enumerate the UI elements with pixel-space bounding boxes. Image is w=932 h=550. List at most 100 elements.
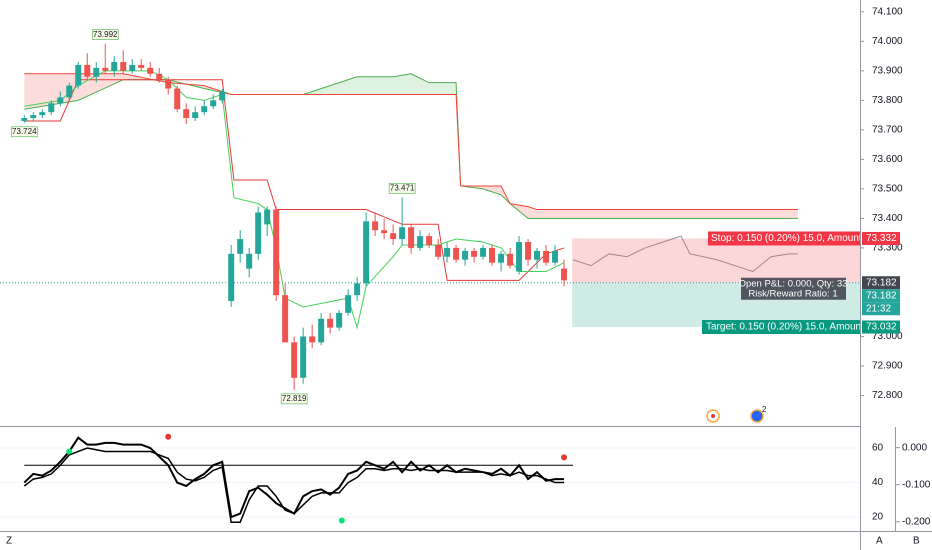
candle-body — [300, 336, 307, 378]
candle-body — [444, 247, 451, 257]
candle-body — [471, 250, 478, 257]
corner-label: Z — [6, 536, 12, 547]
signal-dot — [165, 433, 172, 440]
events[interactable]: 2 — [706, 405, 767, 423]
y-tick-label: 73.400 — [872, 213, 903, 224]
y-tick-label: 20 — [872, 512, 884, 523]
cloud-segment — [528, 206, 538, 219]
candle-body — [507, 253, 514, 266]
target-label: Target: 0.150 (0.20%) 15.0, Amount: 10 — [706, 322, 881, 333]
candle-body — [453, 247, 460, 260]
extreme-label: 73.471 — [390, 184, 415, 193]
candle-body — [417, 236, 424, 248]
ratio-label: Risk/Reward Ratio: 1 — [748, 288, 837, 299]
cloud-segment — [393, 73, 412, 95]
candles — [21, 43, 568, 390]
y-tick-label: 72.800 — [872, 390, 903, 401]
cloud-segment — [429, 82, 457, 95]
candle-body — [372, 221, 379, 231]
y-tick-label: 73.000 — [872, 331, 903, 342]
candle-body — [552, 250, 559, 263]
price-tag — [862, 276, 900, 290]
y-tick-label: 74.000 — [872, 36, 903, 47]
candle-body — [390, 233, 397, 240]
candle-body — [363, 221, 370, 284]
candle-body — [498, 253, 505, 263]
candle-body — [66, 85, 73, 98]
candle-body — [534, 250, 541, 260]
stop-label: Stop: 0.150 (0.20%) 15.0, Amount: 95 — [711, 233, 879, 244]
cloud-segment — [411, 73, 430, 95]
y-tick-label: 73.700 — [872, 125, 903, 136]
signal-dot — [338, 517, 345, 524]
oscillator-line — [23, 447, 565, 523]
candle-body — [354, 283, 361, 296]
candle-body — [543, 250, 550, 263]
candle-body — [462, 250, 469, 260]
extreme-label: 73.992 — [93, 30, 118, 39]
candle-body — [174, 88, 181, 110]
price-tag — [862, 289, 900, 303]
extreme-label-box — [388, 183, 416, 194]
position-tool[interactable]: Stop: 0.150 (0.20%) 15.0, Amount: 95 Targ… — [0, 231, 881, 335]
candle-body — [111, 61, 118, 71]
cloud-line — [24, 73, 798, 219]
y2-tick-label: -0.100 — [902, 479, 931, 490]
candle-body — [84, 64, 91, 77]
corner-label[interactable]: A — [876, 536, 883, 547]
lower-panel — [0, 426, 932, 524]
event-icon[interactable] — [750, 409, 764, 423]
pnl-label: Open P&L: 0.000, Qty: 33 — [739, 278, 848, 289]
candle-body — [21, 118, 28, 122]
price-tag-label: 73.182 — [866, 290, 897, 301]
cloud-line — [24, 73, 798, 211]
cloud-segment — [537, 209, 574, 219]
cloud-segment — [357, 76, 394, 95]
candle-body — [228, 253, 235, 302]
candle-body — [255, 212, 262, 254]
extreme-label: 73.724 — [12, 127, 37, 136]
candle-body — [201, 106, 208, 113]
stop-label-box — [708, 231, 868, 246]
cloud-segment — [483, 185, 502, 195]
candle-body — [282, 295, 289, 343]
candle-body — [39, 112, 46, 116]
candle-body — [138, 64, 145, 68]
price-tag-label: 73.332 — [866, 233, 897, 244]
candle-body — [381, 230, 388, 234]
price-tag — [862, 320, 900, 334]
cloud — [24, 73, 798, 219]
candle-body — [399, 227, 406, 240]
candle-body — [345, 295, 352, 313]
indicator-line — [24, 79, 565, 281]
indicator-line — [572, 235, 798, 273]
candle-body — [57, 97, 64, 104]
stop-zone — [572, 238, 860, 283]
target-label-box — [702, 320, 868, 335]
candle-body — [210, 100, 217, 107]
price-tag-label: 73.182 — [866, 277, 897, 288]
candle-body — [165, 79, 172, 89]
y-tick-label: 73.800 — [872, 95, 903, 106]
y2-tick-label: 0.000 — [902, 442, 927, 453]
candle-body — [291, 342, 298, 378]
candle-body — [75, 64, 82, 86]
y-tick-label: 73.500 — [872, 184, 903, 195]
event-count: 2 — [762, 405, 767, 414]
candle-body — [516, 242, 523, 272]
y-tick-label: 73.900 — [872, 65, 903, 76]
candle-body — [264, 209, 271, 225]
candle-body — [273, 209, 280, 296]
price-tag — [862, 302, 900, 316]
signal-dot — [66, 448, 73, 455]
price-tag-label: 73.032 — [866, 322, 897, 333]
y-tick-label: 73.600 — [872, 154, 903, 165]
candle-body — [93, 67, 100, 77]
axis-bg — [860, 0, 932, 427]
candle-body — [336, 312, 343, 328]
corner-label[interactable]: B — [913, 536, 920, 547]
candle-body — [435, 244, 442, 257]
candle-body — [48, 103, 55, 113]
candle-body — [327, 318, 334, 328]
